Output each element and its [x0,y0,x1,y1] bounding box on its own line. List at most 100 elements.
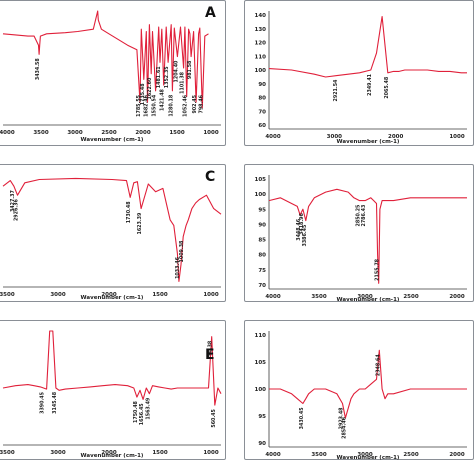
x-tick-label-f: 4000 [265,452,280,458]
peak-label-a: 1204.40 [173,60,179,83]
x-tick-label-b: 2000 [388,134,403,140]
peak-label-a: 1550.54 [152,94,158,117]
x-tick-label-d: 3000 [357,294,372,300]
x-tick-label-d: 3500 [311,294,326,300]
peak-label-e: 3390.45 [40,392,46,414]
peak-label-f: 3430.45 [299,407,305,429]
peak-label-c: 1730.48 [126,201,132,224]
peak-label-c: 2926.36 [13,199,19,222]
x-tick-label-c: 1000 [203,292,218,298]
peak-label-a: 1352.35 [164,66,170,88]
peak-label-f: 2348.64 [375,354,381,377]
y-tick-label-f: 105 [255,360,267,366]
y-tick-label-d: 90 [258,222,266,228]
x-axis-label-c: Wavenumber (cm-1) [81,295,144,301]
x-axis-label-f: Wavenumber (cm-1) [337,455,400,461]
peak-label-b: 2921.54 [333,79,339,102]
chart-e: 3500 3000 2000 1500 1000 Wavenumber (cm-1) 339… [0,330,222,459]
spectrum-line-d [268,188,467,284]
peak-label-f: 2854.46 [341,416,347,439]
chart-b: 4000 3000 2000 1000 140 130 120 110 100 90 80 70 60 W… [255,11,467,145]
panel-b: 4000 3000 2000 1000 140 130 120 110 100 90 80 70 60 W… [244,0,474,146]
peak-label-b: 2065.48 [384,76,390,99]
y-tick-label-b: 70 [258,109,266,115]
peak-label-c: 1033.46 [175,256,181,279]
panel-c: 3500 3000 2000 1500 1000 Wavenumber (cm-1) 342… [0,164,226,302]
peak-label-b: 2349.41 [367,74,373,96]
x-tick-label-c: 3000 [50,292,65,298]
y-tick-label-b: 130 [255,27,267,33]
y-tick-label-b: 80 [258,96,266,102]
peak-label-e: 1656.45 [139,403,145,425]
y-tick-label-b: 140 [255,13,267,19]
y-tick-label-b: 60 [258,123,266,129]
y-tick-label-d: 75 [258,268,266,274]
chart-a: 4000 3500 3000 2500 2000 1500 1000 Wavenumber (… [0,10,221,143]
x-tick-label-b: 1000 [449,134,464,140]
x-tick-label-f: 3000 [357,452,372,458]
y-tick-label-d: 80 [258,253,266,259]
y-tick-label-b: 100 [255,68,267,74]
peak-label-d: 3418.96 [299,213,305,236]
peak-label-a: 981.58 [187,60,193,79]
peak-label-d: 2786.43 [361,205,367,227]
peak-label-c: 3427.37 [10,190,16,212]
y-tick-label-f: 90 [258,441,266,447]
x-tick-label-a: 3000 [67,130,82,136]
y-tick-label-d: 95 [258,207,266,213]
x-axis-label-b: Wavenumber (cm-1) [337,139,400,145]
spectrum-line-b [268,16,467,78]
x-axis-label-a: Wavenumber (cm-1) [81,137,144,143]
y-tick-label-f: 110 [255,333,267,339]
x-tick-label-f: 2000 [449,452,464,458]
spectrum-line-e [2,330,222,406]
chart-f: 4000 3500 3000 2500 2000 110 105 100 95 90 Wavenum… [255,331,467,461]
peak-label-c: 1623.39 [137,212,143,235]
y-tick-label-d: 70 [258,283,266,289]
x-tick-label-f: 3500 [311,452,326,458]
y-tick-label-d: 85 [258,238,266,244]
peak-label-a: 1421.48 [160,88,166,111]
x-axis-label-d: Wavenumber (cm-1) [337,297,400,303]
y-tick-label-d: 105 [255,177,267,183]
panel-d: 4000 3500 3000 2500 2000 105 100 95 90 85 80 75 70 Wa… [244,164,474,303]
peak-label-a: 1481.61 [156,66,162,88]
x-tick-label-a: 2500 [101,130,116,136]
x-tick-label-c: 2000 [101,292,116,298]
peak-label-a: 1622.60 [147,77,153,100]
spectrum-line-f [269,349,467,419]
peak-label-a: 902.45 [192,95,198,114]
spectrum-line-a [2,10,209,109]
x-tick-label-a: 3500 [33,130,48,136]
peak-label-a: 798.46 [198,94,204,113]
peak-label-e: 560.45 [211,409,217,428]
x-tick-label-e: 3500 [0,450,15,456]
chart-c: 3500 3000 2000 1500 1000 Wavenumber (cm-1) 342… [0,177,222,301]
panel-letter-e: E [205,347,215,363]
peak-label-d: 3448.46 [296,218,302,241]
peak-label-a: 3434.58 [35,58,41,81]
spectrum-line-c [2,177,222,282]
x-tick-label-a: 4000 [0,130,15,136]
x-tick-label-a: 1500 [169,130,184,136]
peak-label-e: 1563.49 [145,397,151,420]
panel-e: 3500 3000 2000 1500 1000 Wavenumber (cm-1) 339… [0,320,226,460]
panel-f: 4000 3500 3000 2500 2000 110 105 100 95 90 Wavenum… [244,320,474,461]
peak-label-d: 3386.45 [302,225,308,247]
peak-label-a: 1101.38 [180,71,186,94]
x-tick-label-d: 2000 [449,294,464,300]
peak-label-f: 2923.48 [339,407,345,430]
peak-label-a: 1682.46 [144,94,150,117]
x-axis-label-e: Wavenumber (cm-1) [81,453,144,459]
panel-letter-a: A [205,5,216,21]
x-tick-label-e: 3000 [50,450,65,456]
panel-a: 4000 3500 3000 2500 2000 1500 1000 Wavenumber (… [0,0,226,146]
peak-label-e: 3145.48 [52,391,58,414]
y-tick-label-d: 100 [255,192,267,198]
x-tick-label-d: 2500 [403,294,418,300]
peak-label-d: 2850.25 [356,205,362,227]
x-tick-label-d: 4000 [265,294,280,300]
panel-letter-c: C [205,169,216,185]
y-tick-label-b: 110 [255,54,267,60]
